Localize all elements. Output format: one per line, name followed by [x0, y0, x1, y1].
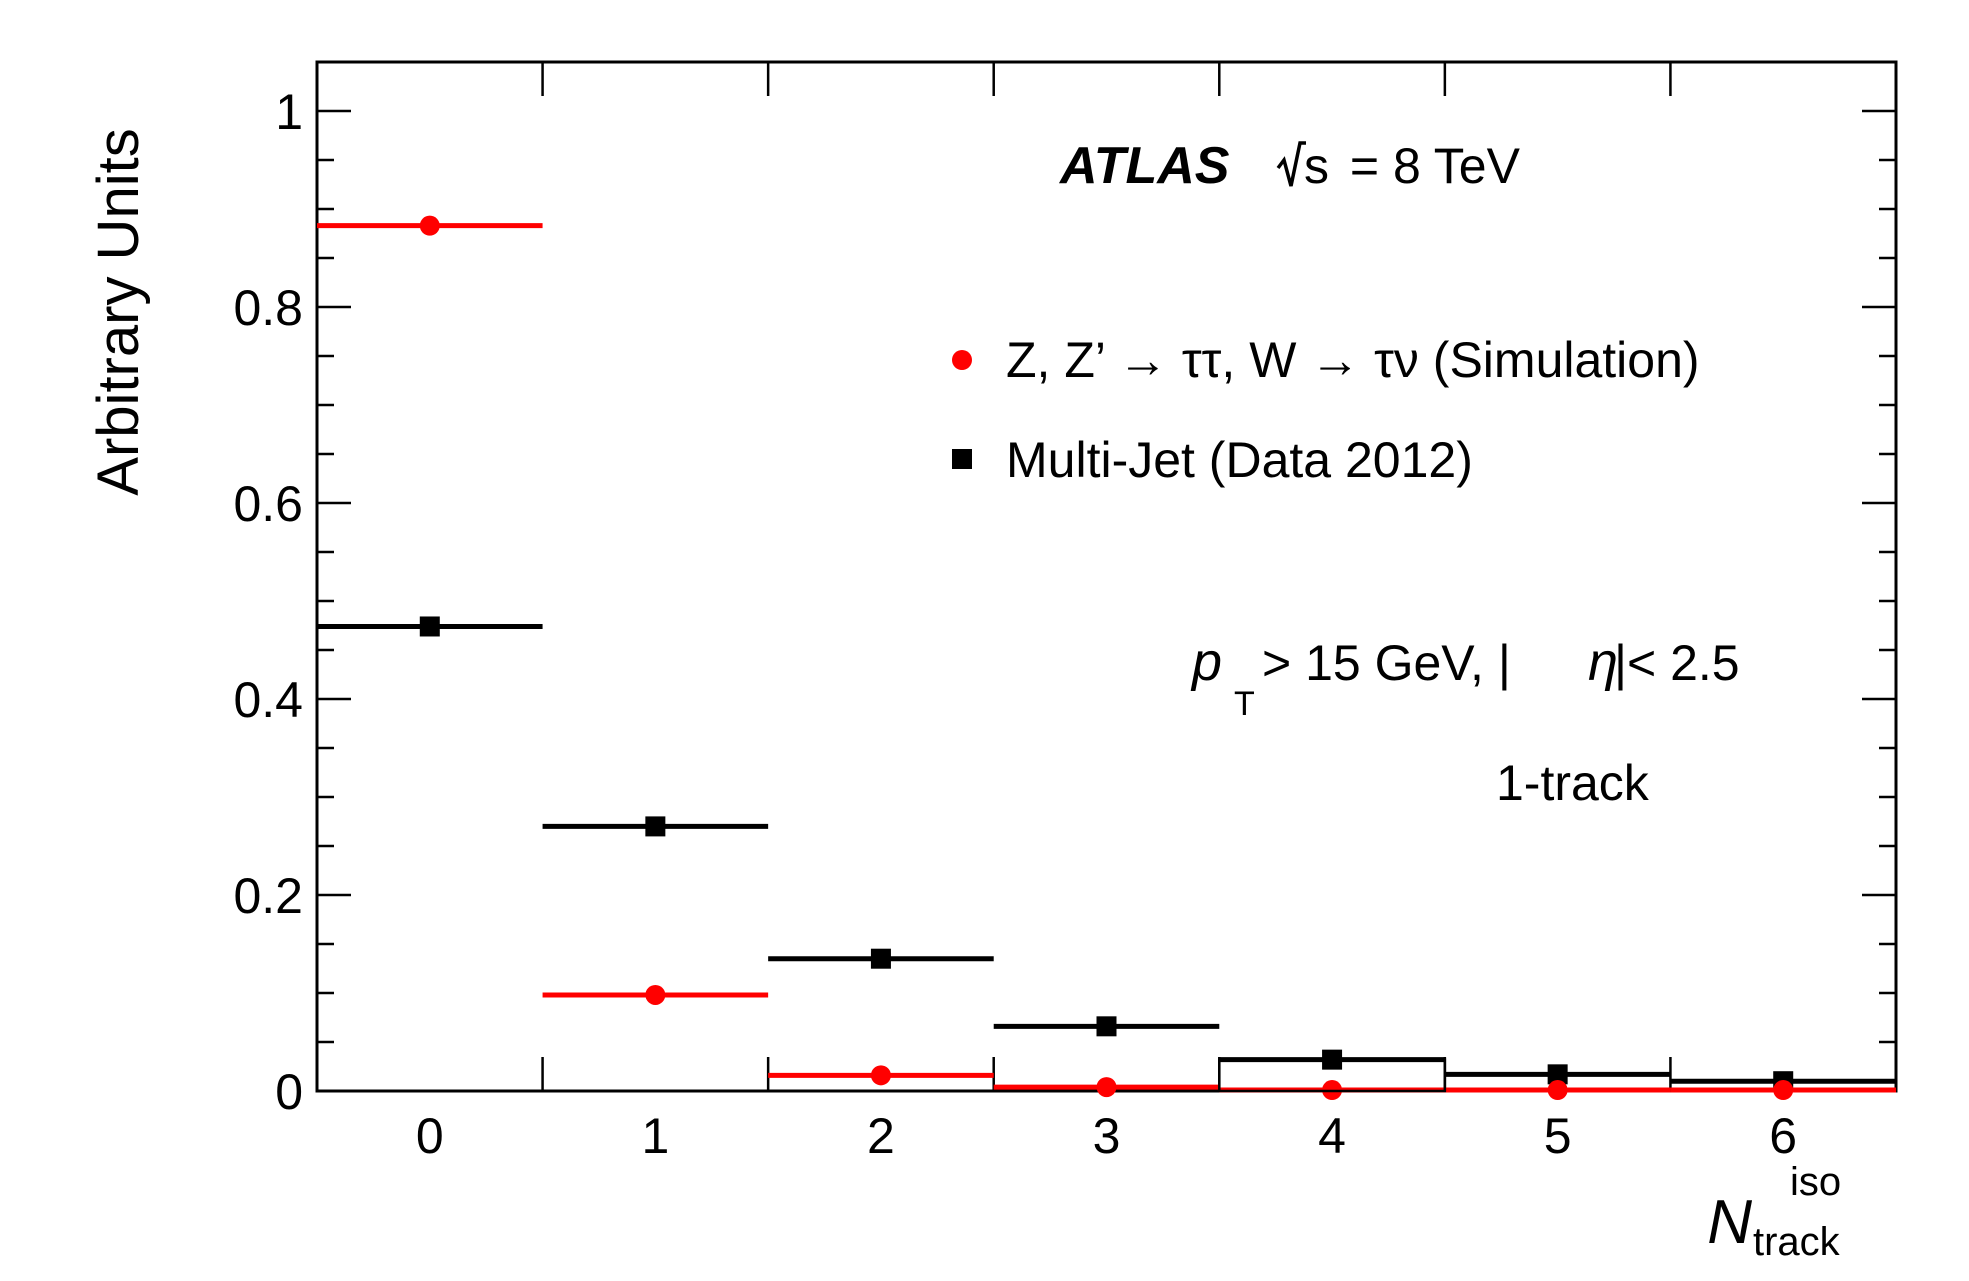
x-tick-label: 0 — [416, 1108, 444, 1164]
data-point — [419, 616, 440, 637]
y-tick-label: 0.4 — [233, 672, 303, 728]
x-tick-label: 4 — [1318, 1108, 1346, 1164]
x-tick-label: 3 — [1093, 1108, 1121, 1164]
bin-outline — [1218, 1058, 1447, 1093]
legend-marker-simulation — [952, 350, 972, 370]
legend-label-simulation: Z, Z’ → ττ, W → τν (Simulation) — [1006, 332, 1700, 388]
data-point — [1096, 1077, 1117, 1098]
x-axis-label-main: N — [1707, 1188, 1752, 1257]
y-tick-label: 0.8 — [233, 280, 303, 336]
series-simulation — [317, 215, 1896, 1101]
cut-eta-range: |< 2.5 — [1614, 635, 1740, 691]
cut-label: p T > 15 GeV, | η |< 2.5 — [1190, 632, 1740, 723]
data-point — [1547, 1080, 1568, 1101]
legend-marker-data — [952, 449, 972, 469]
data-point — [870, 1065, 891, 1086]
cut-p: p — [1190, 632, 1222, 692]
y-tick-label: 0 — [275, 1064, 303, 1120]
data-point — [870, 948, 891, 969]
data-point — [645, 816, 666, 837]
sqrt-icon — [1276, 141, 1306, 187]
energy-value: = 8 TeV — [1336, 138, 1521, 194]
data-point — [645, 984, 666, 1005]
x-axis-label-subscript: track — [1753, 1220, 1841, 1264]
y-tick-label: 1 — [275, 84, 303, 140]
atlas-label: ATLAS — [1058, 137, 1230, 195]
energy-root: s — [1304, 138, 1329, 194]
legend: Z, Z’ → ττ, W → τν (Simulation) Multi-Je… — [952, 332, 1700, 488]
series-layer — [317, 215, 1896, 1101]
x-tick-label: 2 — [867, 1108, 895, 1164]
y-tick-label: 0.6 — [233, 476, 303, 532]
cut-p-subscript: T — [1234, 685, 1255, 723]
y-axis-label: Arbitrary Units — [86, 128, 151, 495]
data-point — [1773, 1080, 1794, 1101]
cut-threshold: > 15 GeV, | — [1262, 635, 1511, 691]
data-point — [1096, 1016, 1117, 1037]
data-point — [419, 215, 440, 236]
x-tick-label: 1 — [641, 1108, 669, 1164]
category-label: 1-track — [1496, 755, 1650, 811]
x-tick-label: 6 — [1769, 1108, 1797, 1164]
x-tick-label: 5 — [1544, 1108, 1572, 1164]
x-axis-label-superscript: iso — [1790, 1160, 1841, 1204]
y-tick-label: 0.2 — [233, 868, 303, 924]
legend-label-data: Multi-Jet (Data 2012) — [1006, 432, 1473, 488]
plot-frame — [315, 60, 1898, 1093]
data-point — [1547, 1064, 1568, 1085]
cut-eta: η — [1588, 632, 1618, 692]
energy-label: s = 8 TeV — [1276, 138, 1521, 194]
